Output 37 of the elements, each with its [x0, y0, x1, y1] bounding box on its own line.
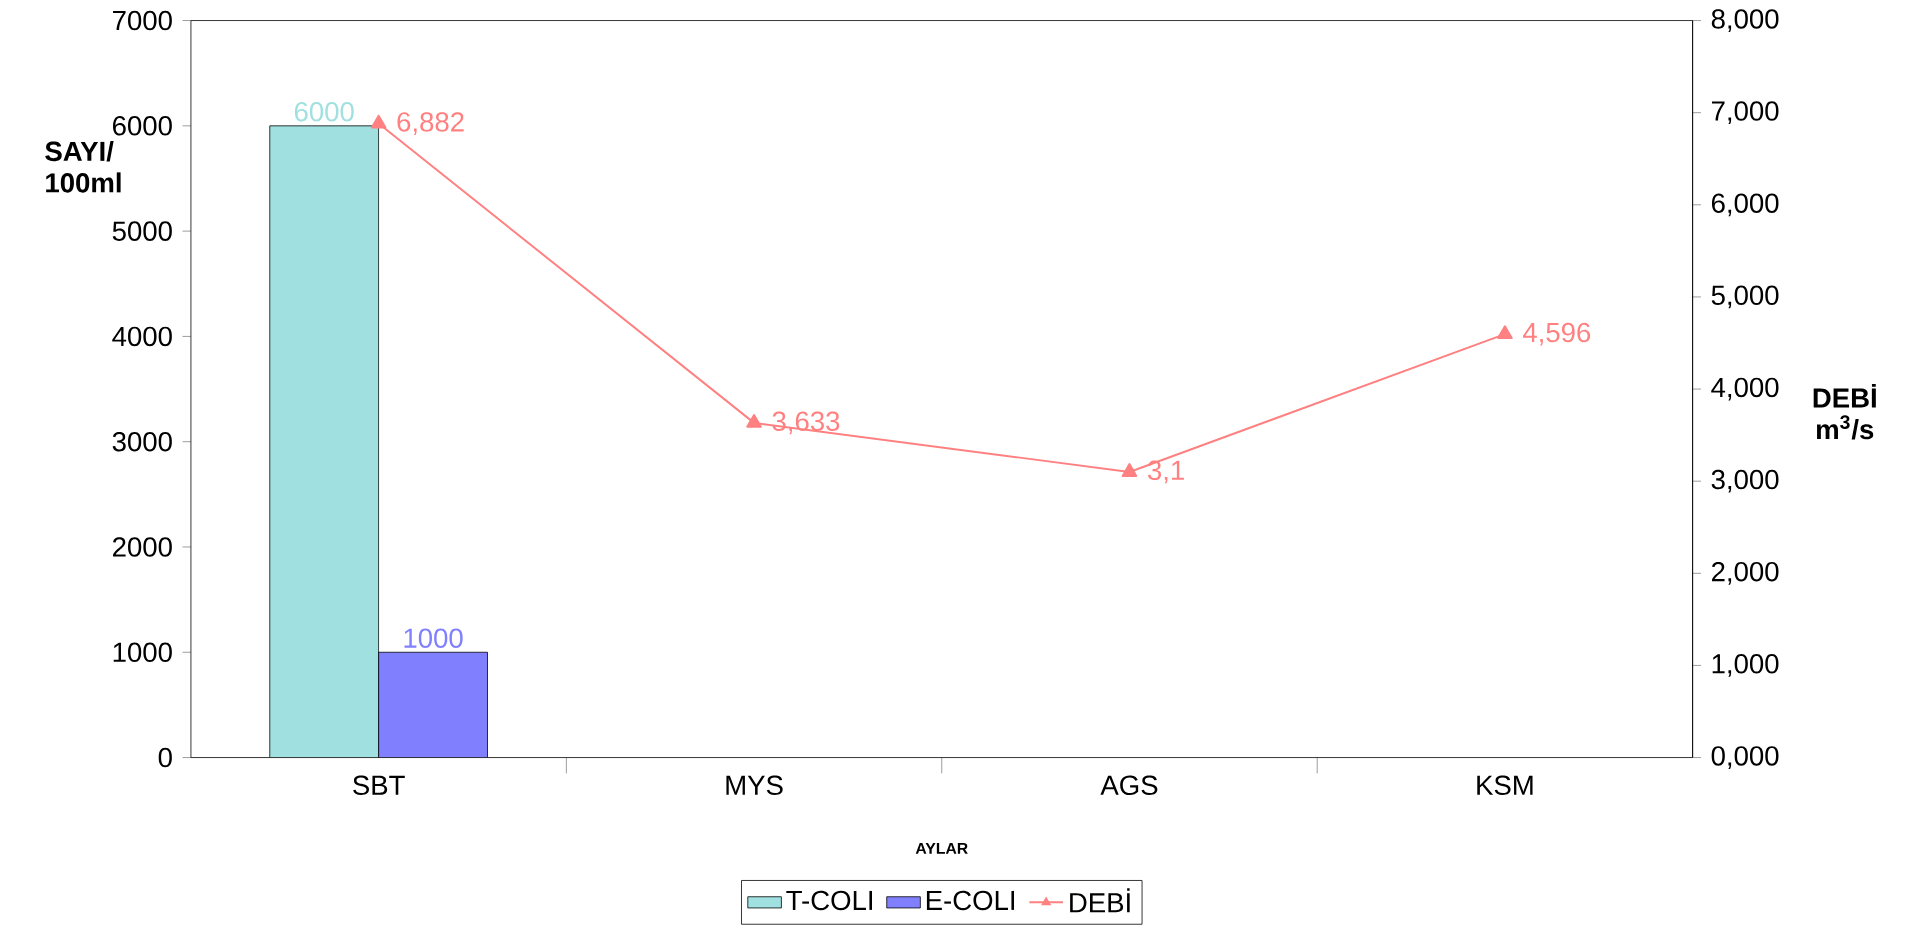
y2-tick-label: 3,000: [1711, 469, 1779, 493]
point: [1121, 462, 1138, 477]
x-axis-title: AYLAR: [915, 842, 968, 854]
y2-tick-label: 2,000: [1711, 561, 1779, 585]
y2-tick-label: 8,000: [1711, 8, 1779, 32]
y-tick-label: 2000: [113, 536, 172, 557]
data-label: 6,882: [397, 111, 464, 135]
y2-axis-title: DEBİ m$^{3}$/s: [1813, 383, 1876, 440]
y2-tick-label: 6,000: [1711, 193, 1779, 216]
y-tick-label: 5000: [112, 221, 172, 241]
point: [370, 114, 387, 129]
data-label: 6000: [294, 101, 354, 122]
y2-tick-label: 0,000: [1711, 745, 1779, 769]
x-tick-label: AGS: [1100, 775, 1158, 795]
data-label: 3,633: [772, 411, 840, 435]
x-tick-label: SBT: [353, 775, 405, 795]
point: [1497, 325, 1513, 339]
data-label: 4,596: [1522, 322, 1591, 346]
y-axis-title: SAYI/ 100ml: [45, 140, 121, 193]
y2-tick-label: 5,000: [1711, 285, 1779, 309]
y-tick-label: 3000: [112, 431, 172, 452]
legend-label: E-COLI: [926, 890, 1015, 910]
y2-tick-label: 4,000: [1711, 377, 1779, 401]
y-tick-label: 6000: [113, 115, 172, 136]
x-tick-label: KSM: [1477, 775, 1533, 795]
y-tick-label: 7000: [113, 10, 172, 31]
y-tick-label: 1000: [113, 642, 172, 662]
point: [746, 413, 762, 428]
data-label: 3,1: [1147, 460, 1184, 484]
y-tick-label: 0: [158, 747, 172, 768]
legend-label: T-COLI: [786, 890, 873, 910]
x-tick-label: MYS: [726, 775, 783, 795]
y-tick-label: 4000: [112, 326, 172, 346]
data-label: 1000: [404, 628, 463, 648]
y2-tick-label: 7,000: [1712, 101, 1779, 124]
y2-tick-label: 1,000: [1712, 653, 1779, 677]
legend-label: DEBİ: [1070, 888, 1130, 913]
